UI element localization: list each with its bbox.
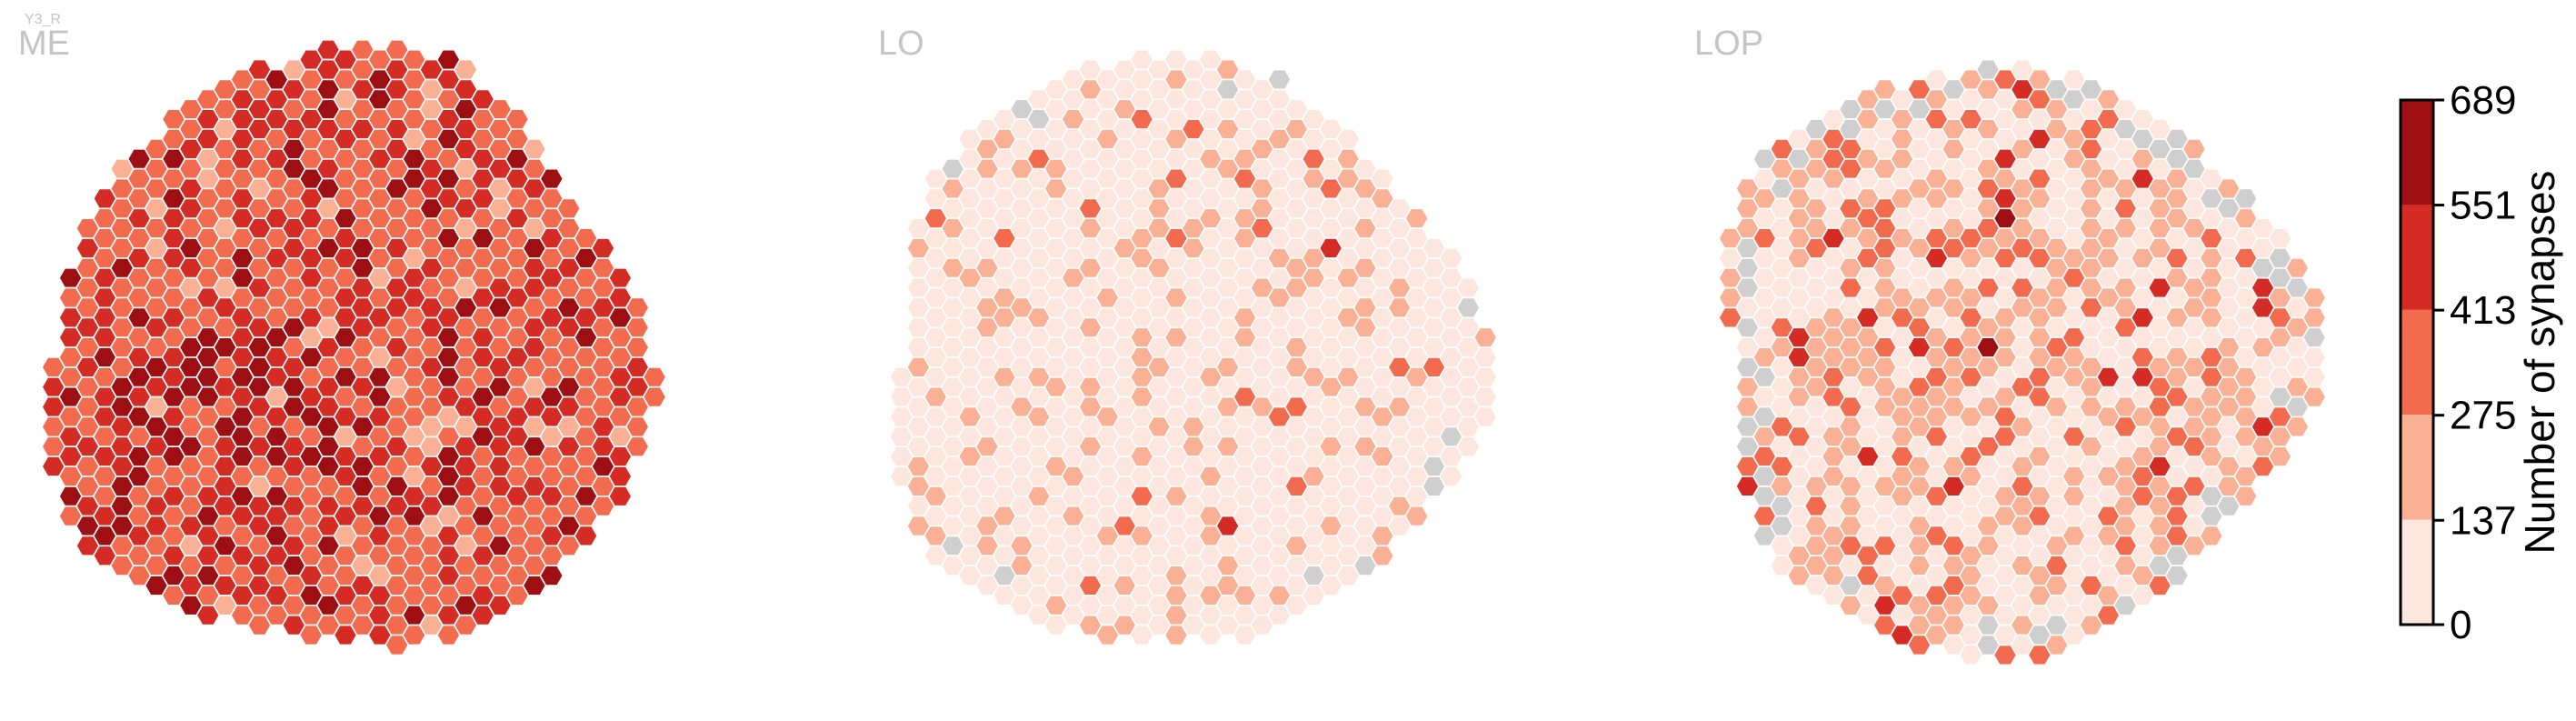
hex-cell — [624, 436, 650, 457]
colorbar-tick-label: 689 — [2450, 78, 2516, 123]
hex-cell — [574, 525, 599, 547]
hex-cell — [1335, 128, 1361, 150]
colorbar-tick-label: 551 — [2450, 184, 2516, 228]
colorbar-bin — [2401, 309, 2433, 416]
colorbar: 0 137 275 413 551 689 Number of synapses — [2399, 78, 2563, 647]
colorbar-bin — [2401, 205, 2433, 310]
hex-cell — [642, 366, 667, 388]
panel-label-lo: LO — [878, 25, 924, 63]
hex-cell — [2301, 286, 2327, 309]
hex-cell — [556, 197, 582, 219]
hex-cell — [607, 466, 633, 487]
hex-cell — [539, 565, 564, 586]
hex-cell — [624, 336, 650, 358]
colorbar-tick-label: 275 — [2450, 394, 2516, 438]
hex-cell — [2301, 326, 2327, 348]
hex-cell — [1266, 68, 1292, 91]
hex-cell — [624, 416, 650, 438]
hex-cell — [1455, 436, 1481, 457]
hex-cell — [522, 138, 547, 160]
hex-cell — [1438, 466, 1463, 487]
colorbar-title: Number of synapses — [2516, 171, 2563, 555]
colorbar-bin — [2401, 415, 2433, 520]
colorbar-bins — [2401, 100, 2433, 625]
panel-label-lop: LOP — [1694, 25, 1763, 63]
colorbar-tick-label: 413 — [2450, 288, 2516, 333]
colorbar-bin — [2401, 519, 2433, 625]
hexgrid-me — [41, 38, 667, 656]
colorbar-bin — [2401, 100, 2433, 205]
colorbar-frame — [2399, 98, 2435, 626]
hex-cell — [1473, 326, 1498, 348]
hex-cell — [2182, 138, 2207, 160]
hex-cell — [1455, 276, 1481, 299]
hex-cell — [539, 167, 564, 190]
hex-cell — [1370, 545, 1395, 567]
hex-cell — [1473, 386, 1498, 408]
hex-cell — [607, 266, 633, 289]
hex-cell — [2233, 486, 2259, 507]
hex-cell — [607, 486, 633, 507]
colorbar-tick-label: 0 — [2450, 603, 2471, 647]
hex-cell — [2199, 525, 2224, 547]
hex-cell — [2301, 306, 2327, 329]
hex-cell — [2284, 416, 2310, 438]
hex-cell — [2284, 257, 2310, 279]
hex-cell — [504, 108, 530, 130]
panel-lop: LOP — [1694, 25, 2327, 666]
corner-tag: Y3_R — [25, 12, 61, 27]
hex-cell — [2164, 565, 2190, 586]
hex-cell — [1455, 296, 1481, 319]
hex-cell — [2233, 187, 2259, 210]
hex-cell — [1473, 346, 1498, 368]
hex-cell — [2267, 227, 2292, 249]
hex-cell — [1473, 406, 1498, 428]
hex-cell — [590, 237, 616, 259]
panel-me: ME — [18, 25, 667, 656]
hex-cell — [1473, 366, 1498, 388]
hexgrid-lo — [889, 48, 1498, 646]
colorbar-ticks: 0 137 275 413 551 689 — [2433, 78, 2516, 647]
hex-cell — [624, 296, 650, 319]
panel-lo: LO — [878, 25, 1498, 646]
colorbar-tick-label: 137 — [2450, 498, 2516, 543]
panel-label-me: ME — [18, 25, 70, 63]
hex-cell — [2267, 446, 2292, 467]
hex-cell — [1370, 167, 1395, 190]
hex-cell — [1404, 505, 1430, 527]
hex-cell — [453, 58, 478, 81]
hex-cell — [642, 386, 667, 408]
hex-cell — [1404, 207, 1430, 229]
hex-cell — [1438, 247, 1463, 269]
hex-cell — [2301, 366, 2327, 388]
hexgrid-lop — [1718, 58, 2327, 666]
hex-cell — [2301, 346, 2327, 368]
hex-cell — [2301, 386, 2327, 408]
hex-cell — [624, 316, 650, 339]
